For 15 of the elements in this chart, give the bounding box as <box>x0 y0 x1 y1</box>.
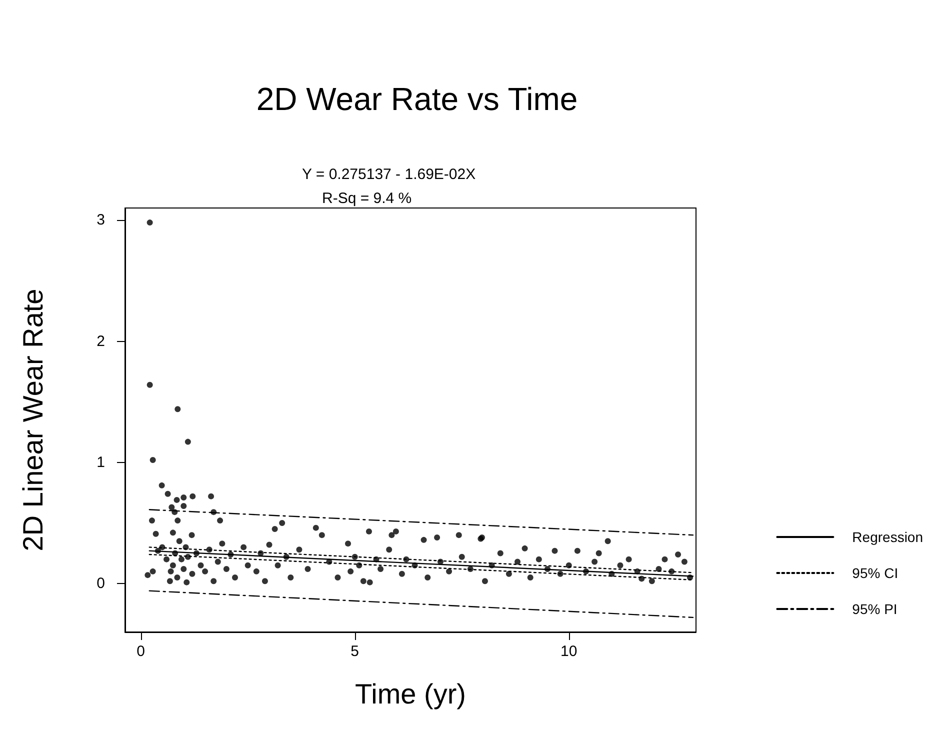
text: R-Sq = 9.4 % <box>322 190 412 207</box>
x-tick-label: 5 <box>350 643 360 660</box>
y-tick-label: 0 <box>96 575 105 592</box>
legend-label: 95% PI <box>852 601 898 617</box>
legend-label: 95% CI <box>852 565 898 581</box>
y-tick-label: 1 <box>96 454 105 471</box>
x-tick-label: 0 <box>136 643 146 660</box>
y-axis-title: 2D Linear Wear Rate <box>18 288 48 552</box>
y-tick-label: 2 <box>96 332 105 350</box>
x-tick-label: 10 <box>560 643 578 660</box>
chart-title: 2D Wear Rate vs Time <box>256 81 578 117</box>
legend-label: Regression <box>852 529 924 545</box>
text: Y = 0.275137 - 1.69E-02X <box>302 166 476 183</box>
x-axis-title: Time (yr) <box>355 678 466 710</box>
y-tick-label: 3 <box>96 212 105 229</box>
